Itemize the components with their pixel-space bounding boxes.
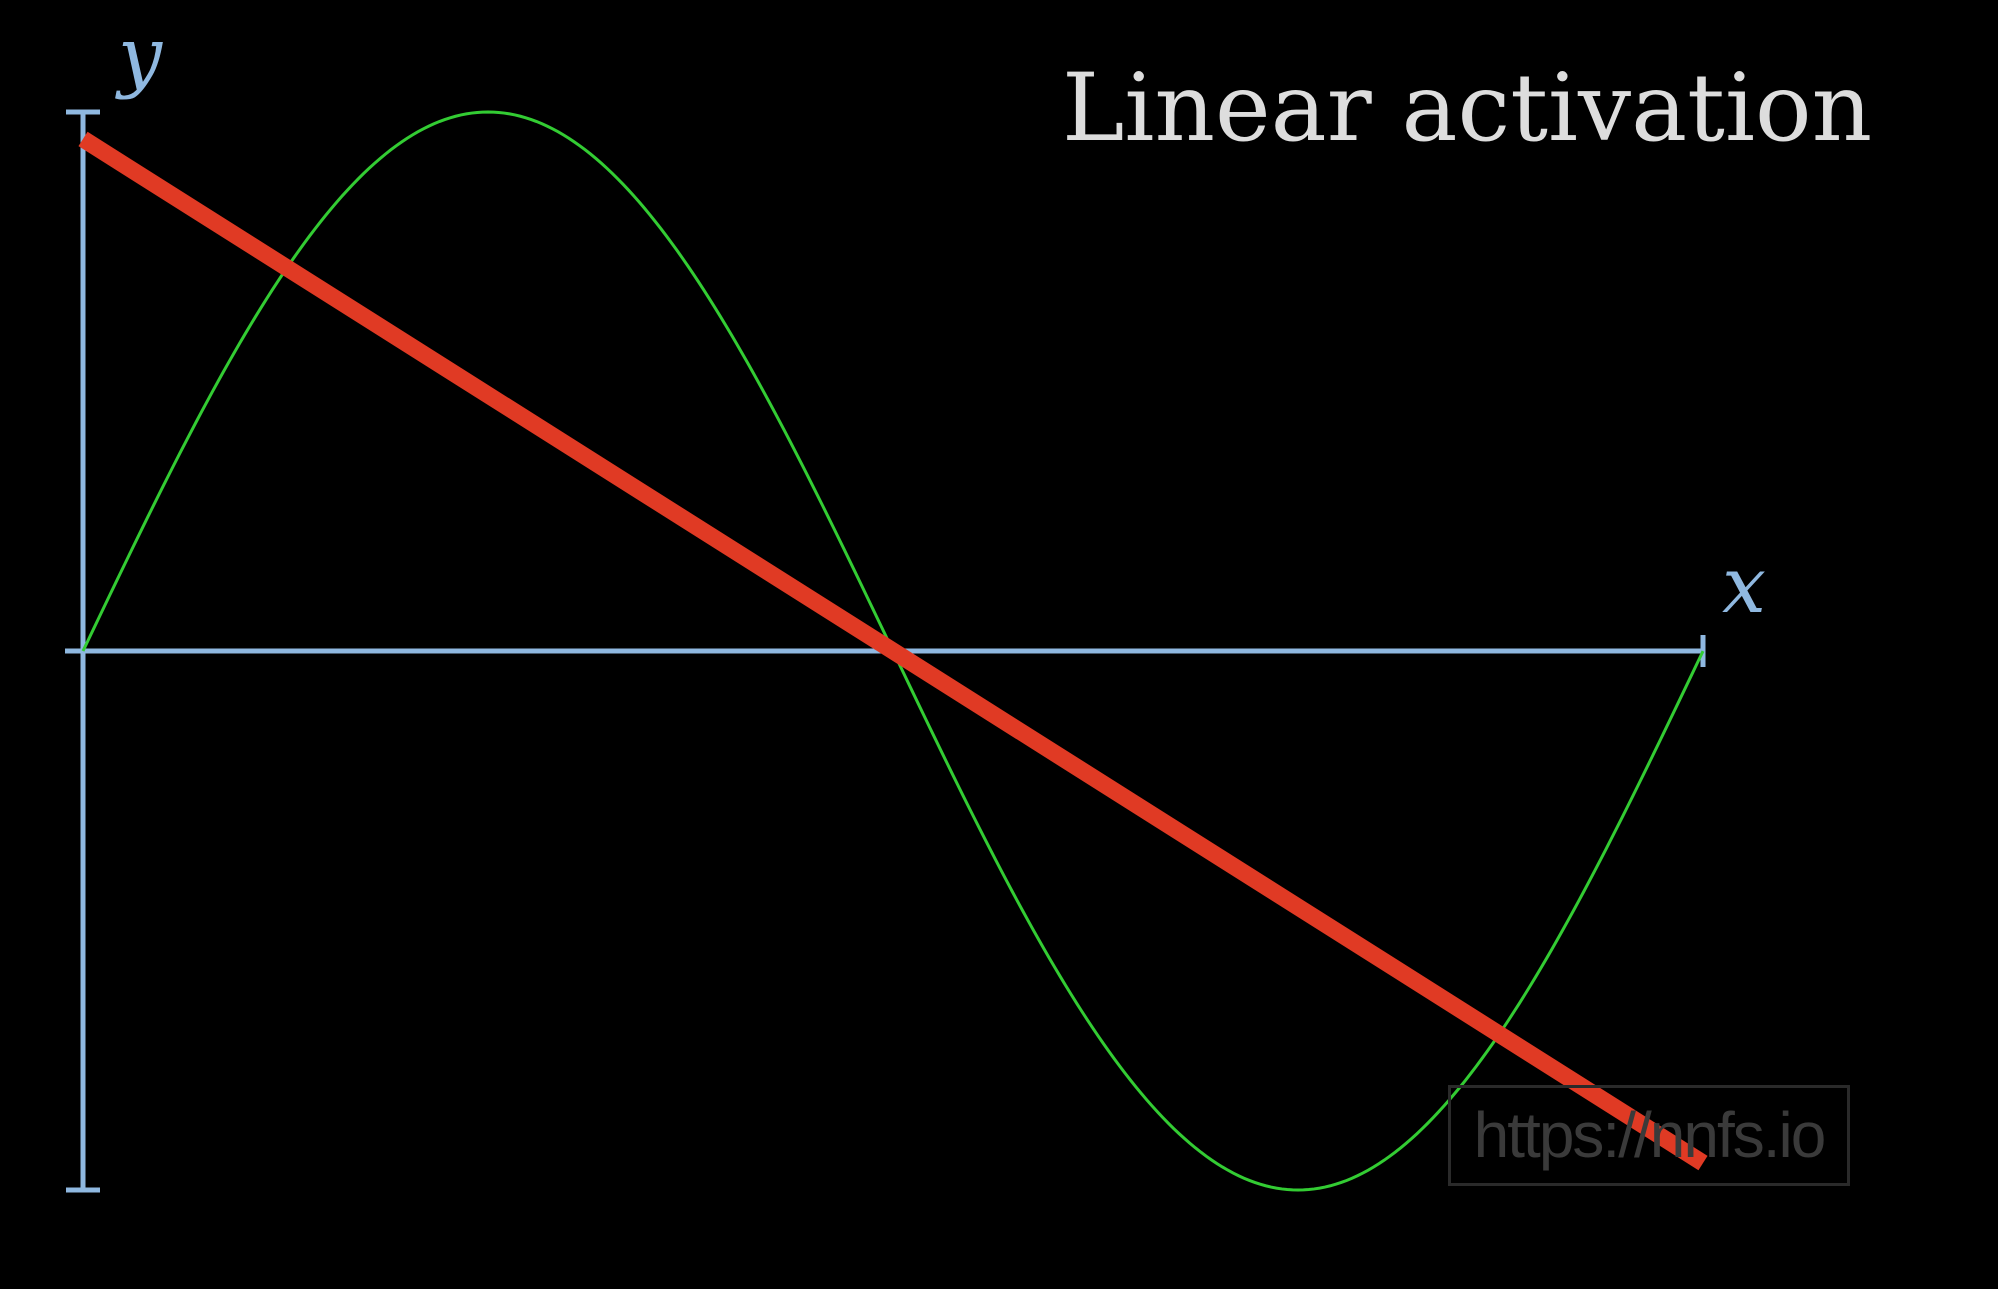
chart-title: Linear activation [1062,54,1872,163]
y-axis-label: y [115,11,163,101]
watermark: https://nnfs.io [1448,1085,1850,1186]
x-axis-label: x [1722,541,1766,631]
series-line-linear [78,131,1708,1171]
